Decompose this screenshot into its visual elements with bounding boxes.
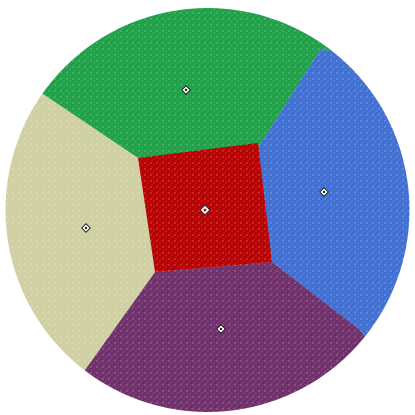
centroid-marker-center	[199, 204, 211, 216]
centroid-marker-top	[181, 85, 191, 95]
centroid-marker-bottom	[216, 324, 226, 334]
centroid-markers	[81, 85, 329, 334]
centroid-marker-right	[319, 187, 329, 197]
centroid-marker-left	[81, 223, 91, 233]
